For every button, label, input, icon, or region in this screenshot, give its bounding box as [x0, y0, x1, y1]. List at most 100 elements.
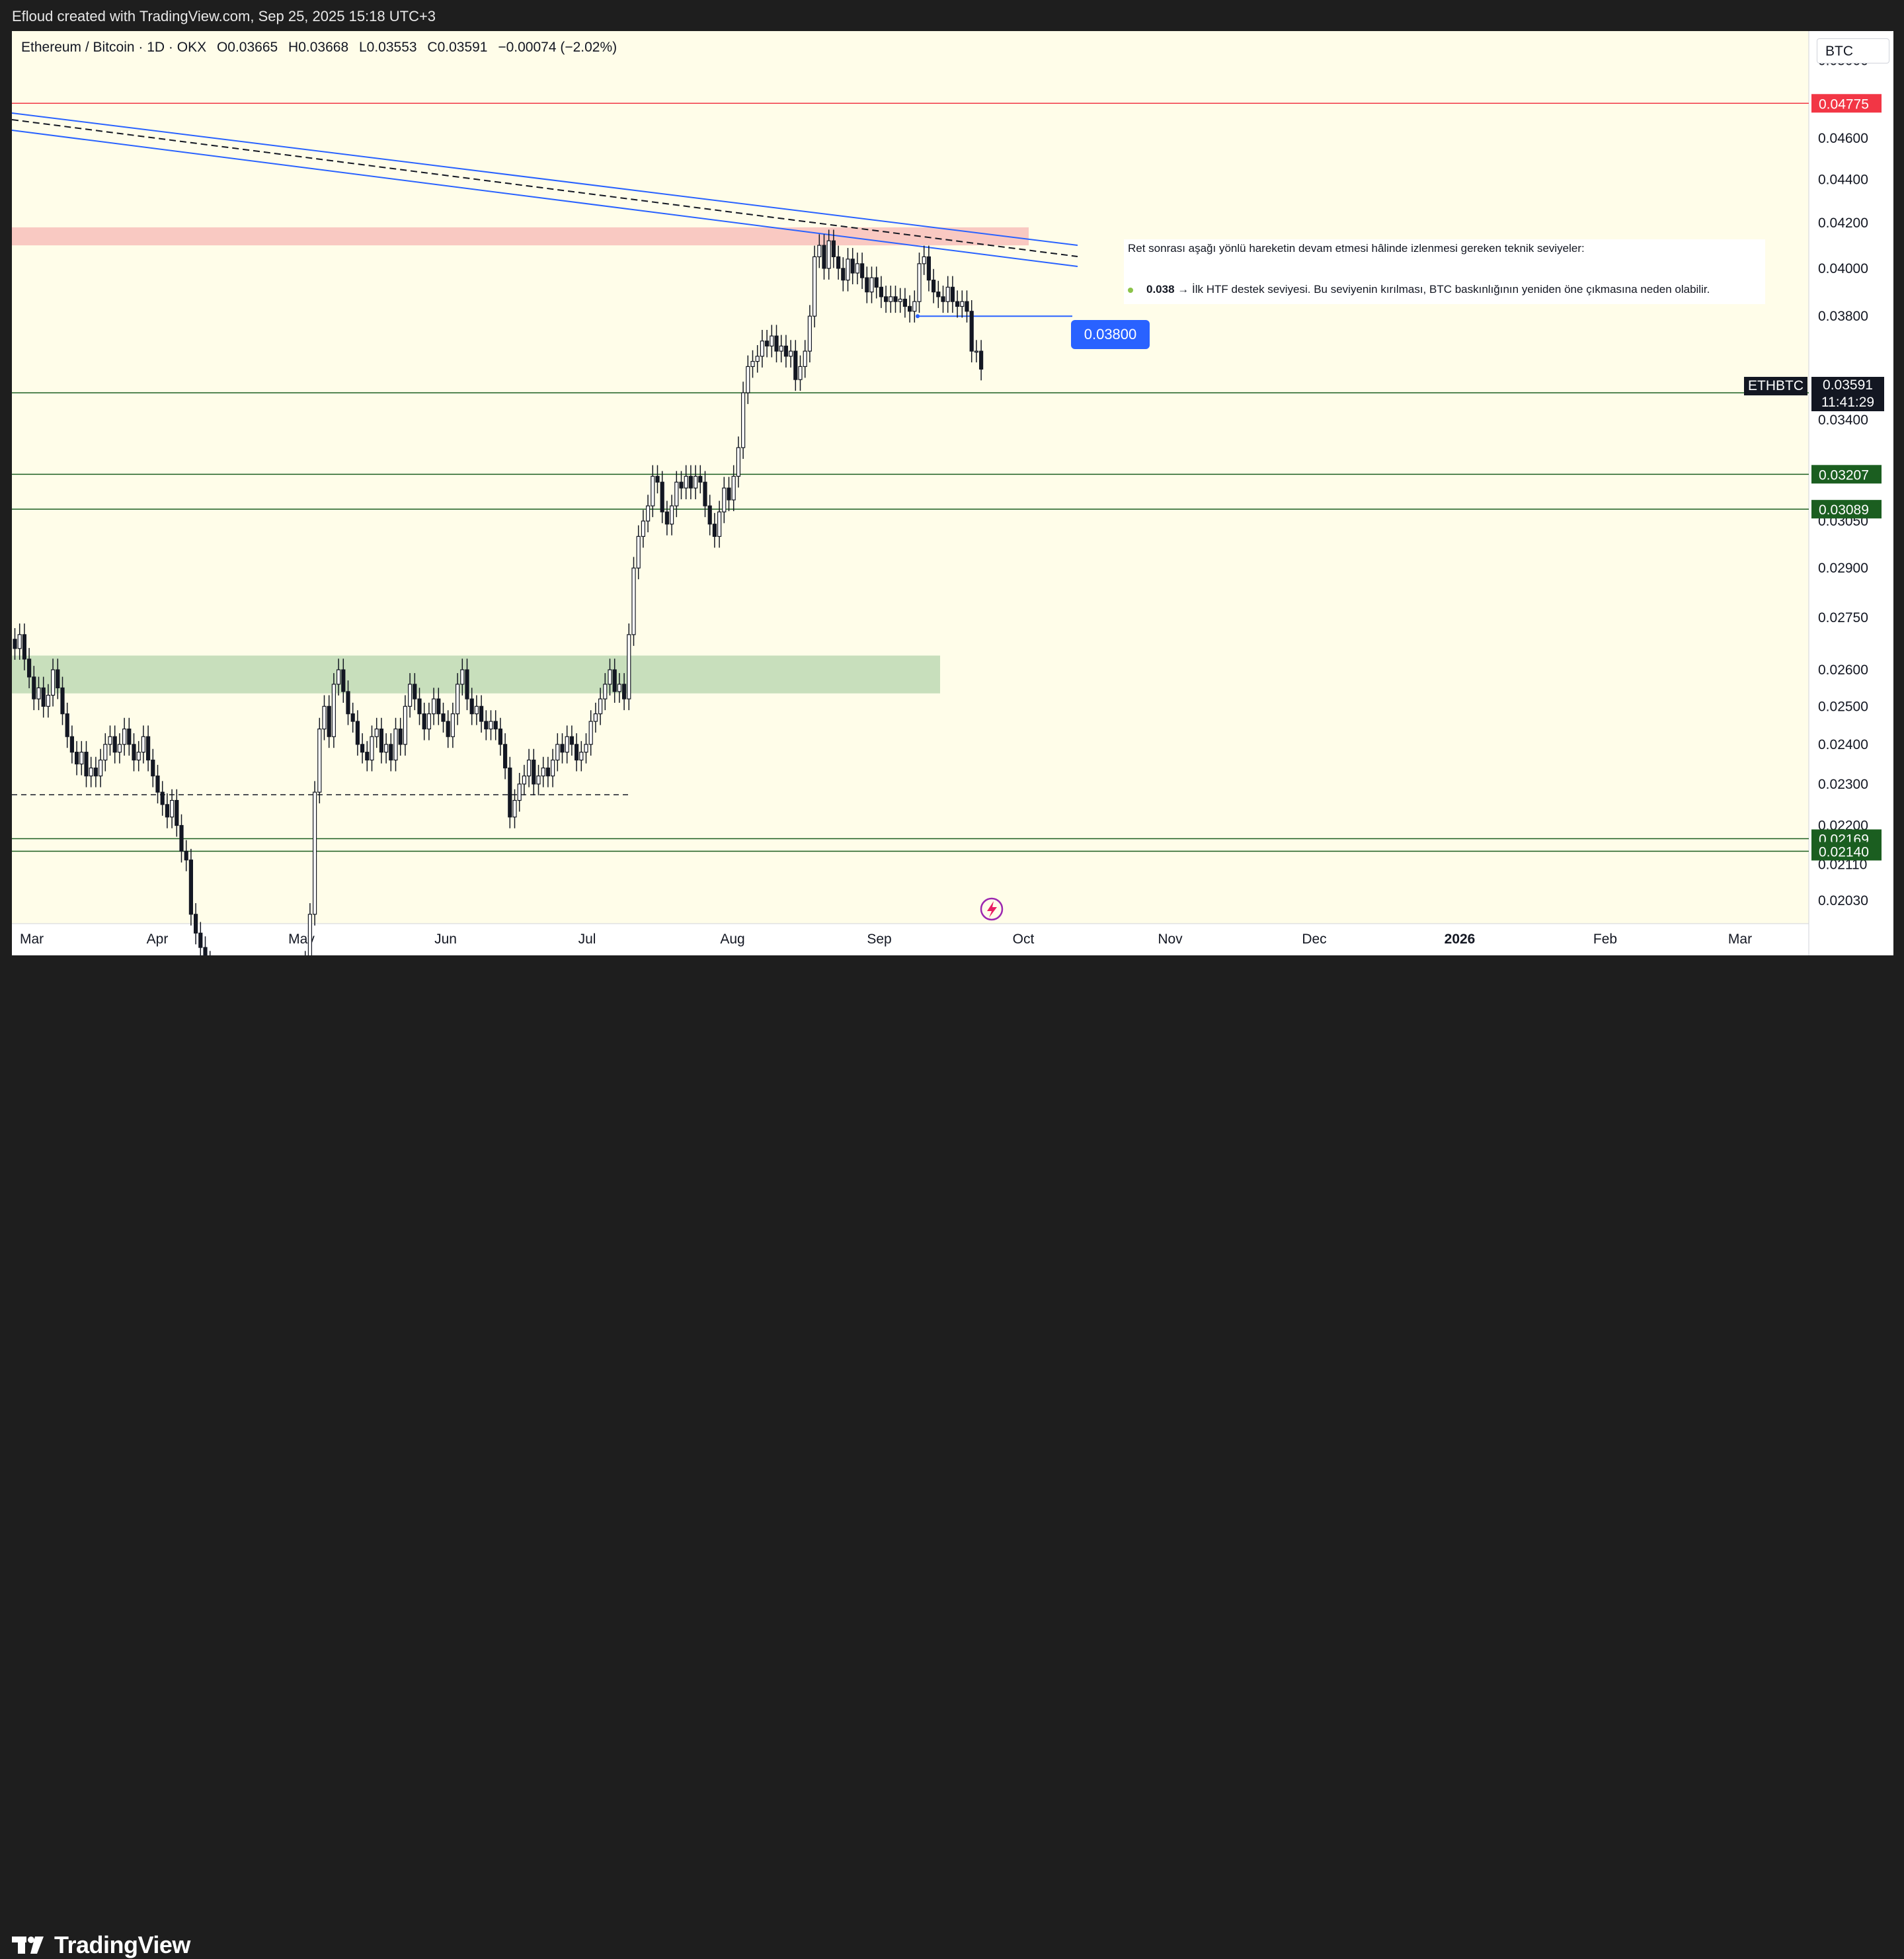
candle-body — [383, 744, 389, 753]
y-tick-label-13: 0.02300 — [1818, 777, 1868, 792]
legend-symbol[interactable]: Ethereum / Bitcoin · 1D · OKX — [21, 40, 207, 55]
currency-selector[interactable]: BTC — [1817, 38, 1889, 63]
candle-body — [651, 475, 655, 506]
candle-body — [417, 698, 422, 715]
candle-body — [688, 475, 694, 489]
candle-body — [608, 669, 612, 685]
note-bullet-value: 0.038 — [1146, 283, 1175, 296]
candle-body — [788, 350, 793, 357]
analysis-note[interactable]: Ret sonrası aşağı yönlü hareketin devam … — [1124, 239, 1765, 304]
candle-body — [74, 752, 79, 765]
candle-body — [717, 511, 722, 537]
candle-body — [403, 705, 408, 745]
blue-level-anchor — [916, 314, 920, 319]
candle-body — [545, 767, 551, 777]
y-tick-label-5: 0.03800 — [1818, 309, 1868, 324]
candle-body — [198, 932, 203, 948]
candle-body — [560, 744, 565, 753]
candle-body — [836, 256, 841, 269]
candle-body — [936, 291, 941, 298]
candle-body — [317, 728, 322, 793]
candle-body — [831, 240, 836, 257]
candle-body — [664, 511, 670, 525]
candle-body — [331, 684, 336, 737]
candle-body — [170, 799, 175, 818]
candle-body — [99, 759, 103, 777]
candle-body — [574, 744, 579, 761]
candle-body — [393, 728, 398, 761]
candle-body — [679, 481, 684, 489]
x-tick-label-3: Jun — [434, 932, 457, 947]
chart-frame[interactable]: 0.050000.046000.044000.042000.040000.038… — [12, 31, 1893, 955]
candle-body — [593, 713, 598, 722]
candle-body — [641, 520, 646, 537]
candle-body — [436, 698, 441, 715]
last-price-value: 0.03591 — [1823, 378, 1873, 393]
candle-body — [974, 350, 979, 353]
candle-body — [65, 713, 69, 737]
channel-lower-line — [12, 130, 1078, 267]
candle-body — [165, 804, 169, 818]
candle-body — [455, 684, 460, 715]
candle-body — [865, 277, 869, 293]
plot-background — [12, 31, 1809, 924]
x-tick-label-7: Oct — [1013, 932, 1035, 947]
candle-body — [127, 728, 132, 745]
candle-body — [550, 759, 555, 777]
candle-body — [337, 669, 341, 685]
candle-body — [346, 691, 350, 715]
level-tag-label-5: 0.02140 — [1819, 844, 1869, 860]
level-tag-label-2: 0.03207 — [1819, 467, 1869, 483]
candle-body — [584, 744, 588, 753]
candle-body — [117, 744, 122, 753]
lightning-icon-ring — [980, 897, 1004, 921]
tradingview-logo[interactable]: TradingView — [12, 1931, 190, 1959]
candle-body — [22, 634, 26, 660]
candle-body — [712, 524, 717, 537]
candle-body — [645, 505, 651, 522]
candle-body — [674, 481, 679, 506]
candle-body — [764, 340, 770, 347]
support-zone — [12, 655, 940, 694]
candle-body — [60, 687, 65, 715]
level-callout[interactable]: 0.03800 — [1071, 320, 1150, 349]
candle-body — [655, 475, 660, 483]
candle-body — [36, 687, 41, 700]
time-axis-bg — [12, 924, 1809, 955]
candle-body — [617, 684, 622, 692]
lightning-icon — [980, 897, 1004, 921]
price-chart[interactable]: 0.050000.046000.044000.042000.040000.038… — [12, 31, 1893, 955]
candle-body — [307, 914, 312, 955]
candle-body — [955, 301, 960, 307]
x-tick-label-10: 2026 — [1445, 932, 1476, 947]
candle-body — [907, 305, 912, 312]
candle-body — [579, 752, 584, 761]
level-tag-label-3: 0.03089 — [1819, 502, 1869, 518]
candle-body — [108, 736, 112, 745]
candle-body — [446, 721, 450, 737]
candle-body — [779, 345, 783, 352]
candle-body — [188, 860, 193, 915]
candle-body — [850, 259, 855, 274]
candle-body — [755, 356, 760, 362]
candle-body — [175, 799, 179, 826]
footer: TradingView — [0, 955, 1904, 1958]
candle-body — [917, 263, 922, 302]
candle-body — [398, 728, 403, 745]
candle-body — [569, 736, 575, 745]
candle-body — [93, 767, 99, 777]
candle-body — [536, 776, 541, 785]
candle-body — [469, 698, 474, 715]
candle-body — [46, 694, 51, 707]
candle-body — [422, 713, 426, 730]
legend-high: H0.03668 — [288, 40, 349, 55]
candle-body — [736, 447, 741, 477]
candle-body — [489, 721, 493, 730]
level-tag-label-0: 0.04775 — [1819, 97, 1869, 112]
candle-body — [194, 914, 198, 934]
candle-body — [89, 767, 93, 777]
candle-body — [722, 487, 727, 512]
candle-body — [431, 698, 436, 715]
candle-body — [122, 728, 127, 745]
last-price-tag: 0.03591 11:41:29 — [1811, 377, 1884, 411]
